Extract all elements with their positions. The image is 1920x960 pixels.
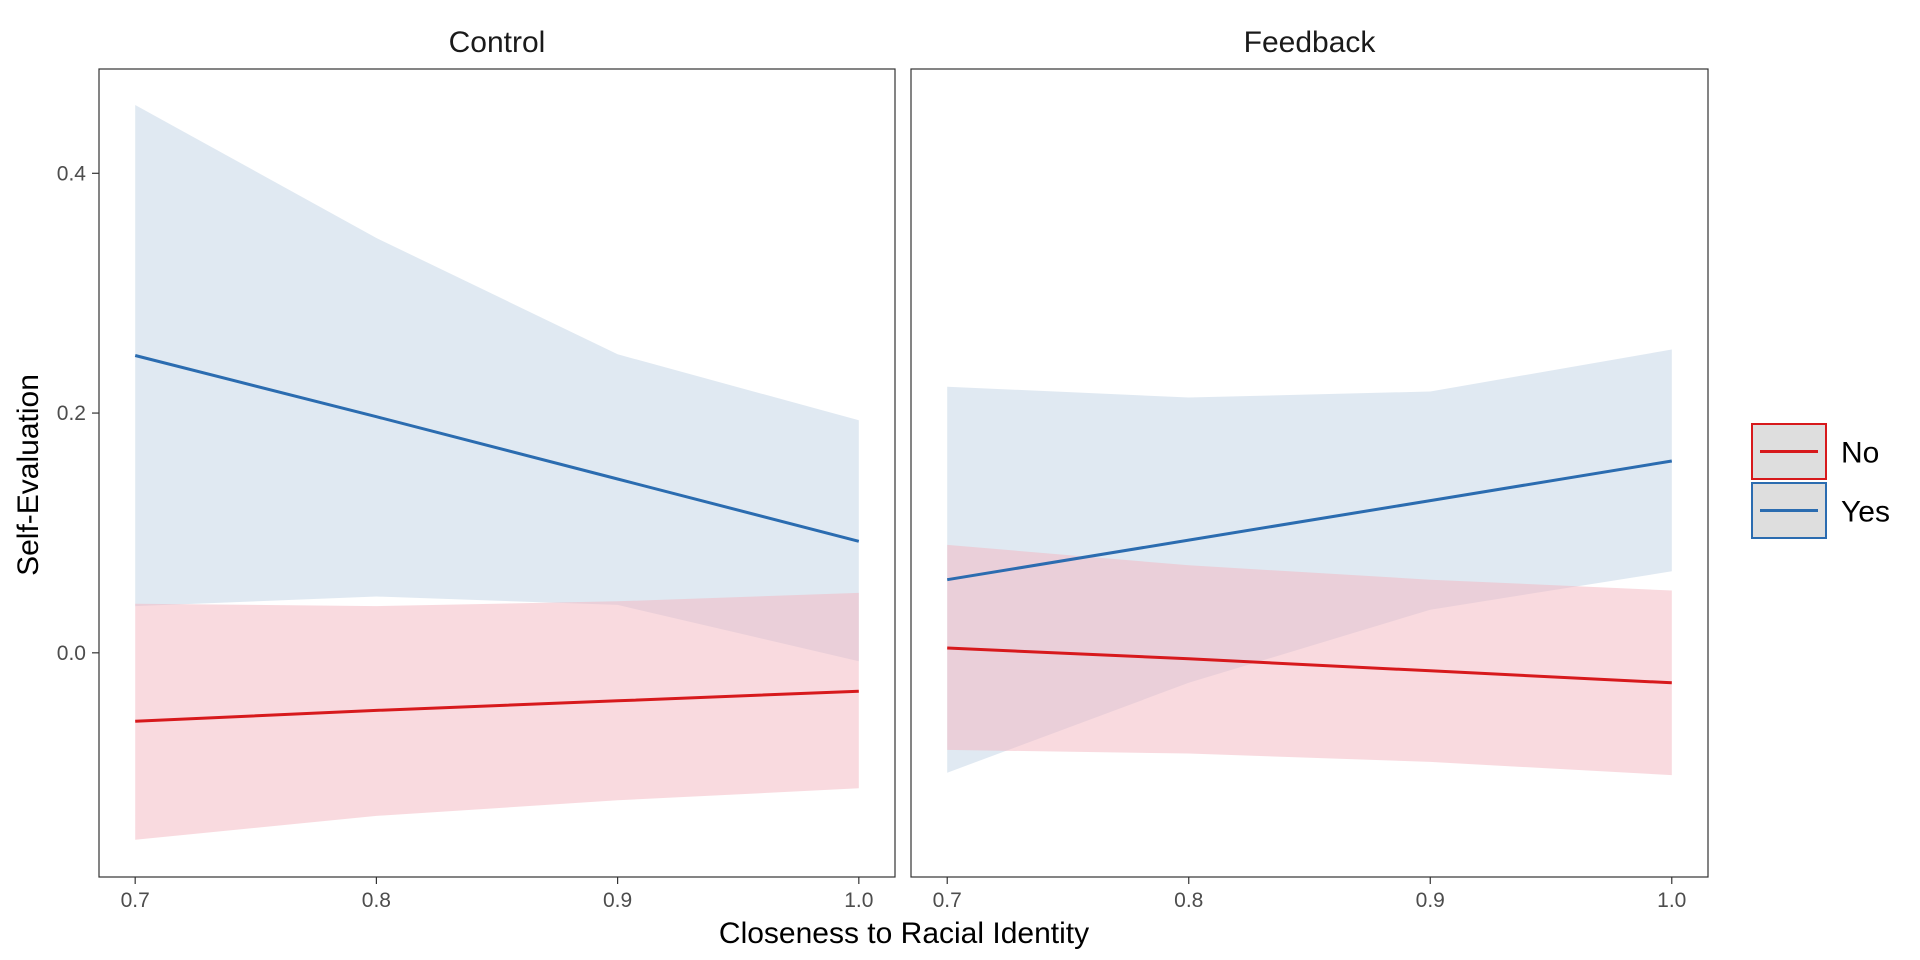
x-tick-label: 0.9 <box>1416 889 1445 912</box>
legend-label: Yes <box>1841 496 1890 529</box>
series-line-yes <box>134 354 860 543</box>
panels-layer: Control 0.7 0.8 0.9 1.0 0.0 0.2 0.4 Feedback 0.7 0… <box>57 26 1709 912</box>
y-tick-label: 0.0 <box>57 642 86 665</box>
x-tick-label: 1.0 <box>844 889 873 912</box>
x-tick-label: 0.7 <box>933 889 962 912</box>
x-tick-label: 1.0 <box>1657 889 1686 912</box>
y-axis-title: Self-Evaluation <box>12 374 45 576</box>
confidence-band-no <box>135 592 859 840</box>
series-line-yes <box>946 459 1673 582</box>
panel-title: Control <box>449 26 546 59</box>
panel-feedback: Feedback 0.7 0.8 0.9 1.0 <box>910 26 1709 912</box>
panel-title: Feedback <box>1244 26 1377 59</box>
x-tick-label: 0.8 <box>362 889 391 912</box>
y-tick-label: 0.4 <box>57 162 87 185</box>
panel-border <box>98 68 896 878</box>
x-tick-label: 0.7 <box>121 889 150 912</box>
legend: No Yes <box>1751 423 1890 539</box>
legend-item-yes: Yes <box>1751 482 1890 539</box>
legend-item-no: No <box>1751 423 1879 480</box>
y-tick-label: 0.2 <box>57 402 86 425</box>
x-tick-label: 0.8 <box>1174 889 1203 912</box>
x-tick-label: 0.9 <box>603 889 632 912</box>
x-axis-title: Closeness to Racial Identity <box>719 917 1089 950</box>
confidence-band-yes <box>135 105 859 662</box>
confidence-band-no <box>947 544 1672 776</box>
series-line-no <box>135 689 859 723</box>
legend-label: No <box>1841 437 1879 470</box>
panel-border <box>910 68 1709 878</box>
series-line-no <box>947 646 1672 685</box>
panel-control: Control 0.7 0.8 0.9 1.0 0.0 0.2 0.4 <box>57 26 896 912</box>
